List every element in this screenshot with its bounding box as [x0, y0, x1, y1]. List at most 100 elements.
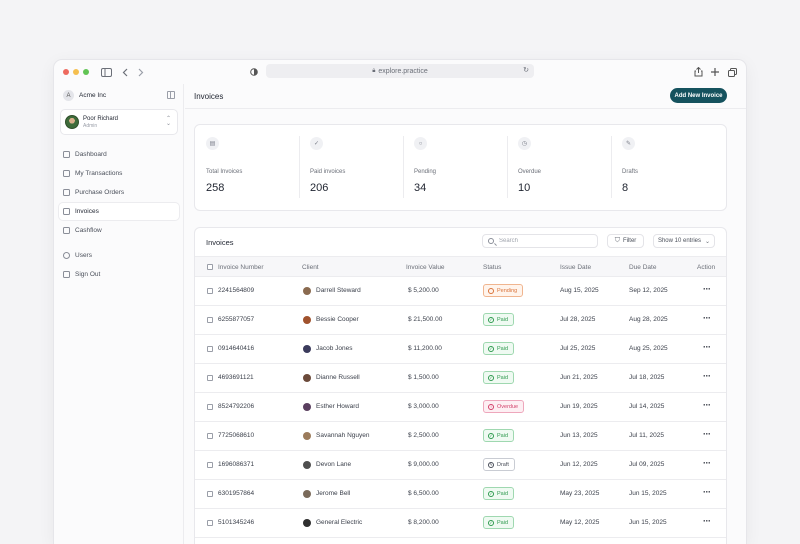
row-checkbox[interactable]: [207, 520, 213, 526]
stat-value: 34: [414, 182, 427, 194]
table-row[interactable]: 8524792206 Esther Howard $ 3,000.00! Overdu…: [195, 393, 726, 422]
due-date: Jun 15, 2025: [629, 519, 667, 526]
filter-button[interactable]: ⛉ Filter: [607, 234, 644, 248]
show-entries-dropdown[interactable]: Show 10 entries ⌄: [653, 234, 715, 248]
status-icon: ✓: [488, 316, 494, 323]
maximize-window-button[interactable]: [83, 69, 89, 75]
table-row[interactable]: 1696086371 Devon Lane $ 9,000.00 ✎ Draft Jun …: [195, 451, 726, 480]
status-badge: ✓ Paid: [483, 429, 515, 442]
more-actions-icon[interactable]: ···: [703, 516, 711, 526]
row-checkbox[interactable]: [207, 462, 213, 468]
shield-icon[interactable]: [248, 66, 260, 78]
more-actions-icon[interactable]: ···: [703, 429, 711, 439]
status-icon: ✓: [488, 345, 494, 352]
user-switcher[interactable]: Poor Richard Admin ⌃ ⌄: [60, 109, 178, 135]
sidebar-item-invoices[interactable]: Invoices: [59, 203, 179, 220]
search-input[interactable]: [499, 238, 589, 244]
sidebar-item-dashboard[interactable]: Dashboard: [59, 146, 179, 163]
column-header-issue-date[interactable]: Issue Date: [560, 264, 592, 271]
sidebar-item-sign-out[interactable]: Sign Out: [59, 266, 179, 283]
sidebar-item-my-transactions[interactable]: My Transactions: [59, 165, 179, 182]
lock-icon: 🔒︎: [372, 67, 376, 74]
invoice-number: 7725068610: [218, 432, 255, 439]
due-date: Aug 25, 2025: [629, 345, 668, 352]
table-title: Invoices: [206, 238, 234, 247]
row-checkbox[interactable]: [207, 317, 213, 323]
invoice-value: $ 1,500.00: [408, 374, 439, 381]
row-checkbox[interactable]: [207, 433, 213, 439]
select-all-checkbox[interactable]: [207, 264, 213, 270]
issue-date: Aug 15, 2025: [560, 287, 599, 294]
avatar: [303, 374, 311, 382]
row-checkbox[interactable]: [207, 288, 213, 294]
sidebar-item-cashflow[interactable]: Cashflow: [59, 222, 179, 239]
share-icon[interactable]: [692, 66, 704, 78]
status-icon: ✓: [488, 432, 494, 439]
stat-label: Pending: [414, 169, 437, 175]
row-checkbox[interactable]: [207, 346, 213, 352]
table-row[interactable]: 7725068610 Savannah Nguyen $ 2,500.00 ✓ Paid…: [195, 422, 726, 451]
column-header-due-date[interactable]: Due Date: [629, 264, 657, 271]
search-box[interactable]: [482, 234, 598, 248]
stat-value: 10: [518, 182, 531, 194]
header-divider: [185, 108, 746, 109]
row-checkbox[interactable]: [207, 491, 213, 497]
client-name: Devon Lane: [316, 461, 352, 468]
minimize-window-button[interactable]: [73, 69, 79, 75]
address-bar[interactable]: 🔒︎ explore.practice ↻: [266, 64, 534, 78]
table-row[interactable]: 2241564809 Darrell Steward $ 5,200.00 Pendi…: [195, 277, 726, 306]
edit-circle-icon: ✎: [622, 137, 635, 150]
more-actions-icon[interactable]: ···: [703, 400, 711, 410]
show-entries-label: Show 10 entries: [657, 238, 701, 244]
due-date: Jul 14, 2025: [629, 403, 665, 410]
more-actions-icon[interactable]: ···: [703, 487, 711, 497]
back-icon[interactable]: [119, 66, 131, 78]
column-header-invoice-value[interactable]: Invoice Value: [406, 264, 445, 271]
more-actions-icon[interactable]: ···: [703, 371, 711, 381]
invoice-value: $ 9,000.00: [408, 461, 439, 468]
status-icon: !: [488, 403, 494, 410]
stat-label: Drafts: [622, 169, 639, 175]
sidebar-item-purchase-orders[interactable]: Purchase Orders: [59, 184, 179, 201]
sidebar-item-users[interactable]: Users: [59, 247, 179, 264]
more-actions-icon[interactable]: ···: [703, 284, 711, 294]
table-row[interactable]: 6255877057 Bessie Cooper $ 21,500.00 ✓ Paid J…: [195, 306, 726, 335]
row-checkbox[interactable]: [207, 404, 213, 410]
invoice-number: 1696086371: [218, 461, 255, 468]
due-date: Jun 15, 2025: [629, 490, 667, 497]
column-header-client[interactable]: Client: [302, 264, 319, 271]
due-date: Jul 09, 2025: [629, 461, 665, 468]
column-header-invoice-number[interactable]: Invoice Number: [218, 264, 264, 271]
column-header-status[interactable]: Status: [483, 264, 502, 271]
org-switcher[interactable]: A Acme Inc: [63, 90, 106, 101]
sidebar-item-label: Sign Out: [75, 271, 101, 278]
forward-icon[interactable]: [135, 66, 147, 78]
divider: [299, 136, 300, 198]
table-row[interactable]: 0914640416 Jacob Jones $ 11,200.00 ✓ Paid Jul…: [195, 335, 726, 364]
issue-date: Jun 12, 2025: [560, 461, 598, 468]
avatar: [303, 287, 311, 295]
org-name: Acme Inc: [79, 92, 107, 99]
sidebar-item-label: Users: [75, 252, 92, 259]
table-row[interactable]: 4693691121 Dianne Russell $ 1,500.00 ✓ Paid J…: [195, 364, 726, 393]
reload-icon[interactable]: ↻: [523, 67, 529, 74]
tab-overview-icon[interactable]: [726, 66, 738, 78]
more-actions-icon[interactable]: ···: [703, 313, 711, 323]
status-icon: ✓: [488, 490, 494, 497]
sidebar-item-label: Invoices: [75, 208, 99, 215]
more-actions-icon[interactable]: ···: [703, 342, 711, 352]
table-row[interactable]: 5101345246 General Electric $ 8,200.00 ✓ Pai…: [195, 509, 726, 538]
table-row[interactable]: 6301957864 Jerome Bell $ 6,500.00 ✓ Paid May …: [195, 480, 726, 509]
status-label: Paid: [497, 432, 509, 439]
issue-date: Jul 25, 2025: [560, 345, 596, 352]
add-new-invoice-button[interactable]: Add New Invoice: [670, 88, 727, 103]
status-label: Paid: [497, 519, 509, 526]
chevron-down-icon: ⌄: [705, 238, 711, 245]
collapse-sidebar-icon[interactable]: [167, 91, 175, 99]
client-name: Savannah Nguyen: [316, 432, 370, 439]
close-window-button[interactable]: [63, 69, 69, 75]
sidebar-toggle-icon[interactable]: [100, 66, 112, 78]
new-tab-icon[interactable]: [709, 66, 721, 78]
row-checkbox[interactable]: [207, 375, 213, 381]
more-actions-icon[interactable]: ···: [703, 458, 711, 468]
